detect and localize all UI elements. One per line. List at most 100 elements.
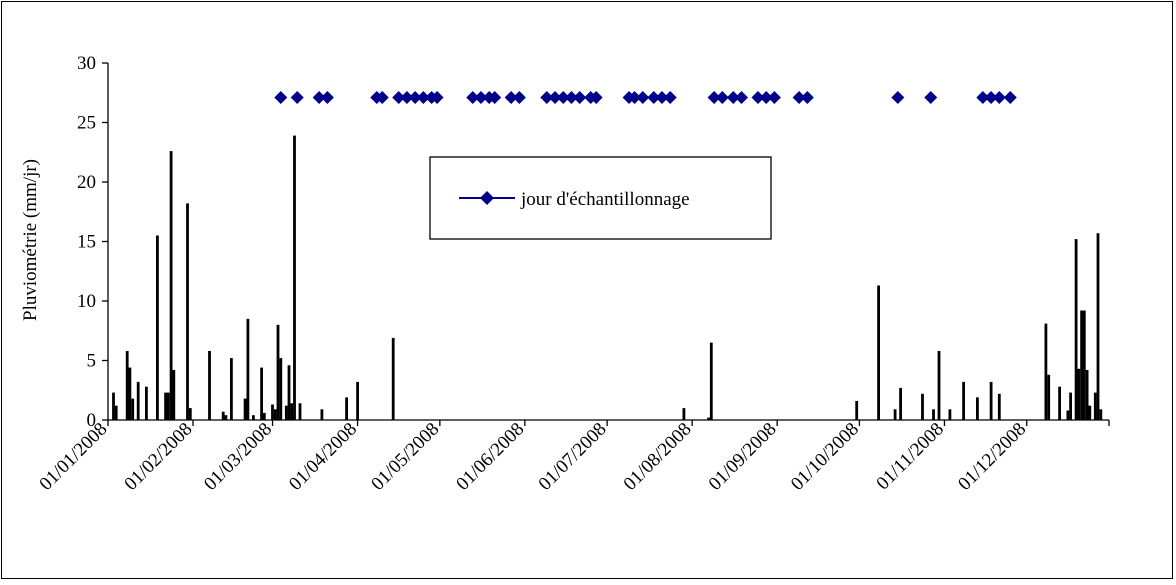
x-tick-label: 01/04/2008 bbox=[285, 419, 361, 495]
sampling-day-marker bbox=[984, 91, 998, 105]
rainfall-bar bbox=[1069, 392, 1072, 420]
rainfall-bar bbox=[252, 415, 255, 420]
rainfall-bar bbox=[391, 337, 395, 420]
sampling-day-marker bbox=[792, 91, 806, 105]
rainfall-bar bbox=[1085, 370, 1089, 420]
x-tick-label: 01/03/2008 bbox=[200, 419, 276, 495]
x-tick-label: 01/02/2008 bbox=[120, 419, 196, 495]
y-tick-label: 20 bbox=[77, 172, 96, 193]
rainfall-bar bbox=[273, 409, 277, 420]
x-tick-label: 01/11/2008 bbox=[872, 419, 948, 495]
rainfall-bar bbox=[855, 401, 859, 420]
sampling-day-markers bbox=[274, 91, 1017, 105]
rainfall-bar bbox=[682, 408, 686, 420]
rainfall-bar bbox=[243, 398, 247, 420]
y-axis-title: Pluviométrie (mm/jr) bbox=[20, 159, 41, 321]
rainfall-bar bbox=[345, 397, 348, 420]
x-tick-label: 01/07/2008 bbox=[535, 419, 611, 495]
sampling-day-marker bbox=[891, 91, 905, 105]
rainfall-bar bbox=[271, 404, 274, 420]
rainfall-bar bbox=[164, 392, 167, 420]
rainfall-bar bbox=[186, 203, 189, 420]
sampling-day-marker bbox=[735, 91, 749, 105]
sampling-day-marker bbox=[1003, 91, 1017, 105]
sampling-day-marker bbox=[751, 91, 765, 105]
rainfall-bar bbox=[136, 381, 140, 420]
sampling-day-marker bbox=[767, 91, 781, 105]
x-tick-label: 01/05/2008 bbox=[367, 419, 443, 495]
rainfall-bar bbox=[989, 381, 993, 420]
rainfall-bar bbox=[156, 235, 159, 420]
sampling-day-marker bbox=[992, 91, 1006, 105]
rainfall-bar bbox=[877, 285, 880, 420]
rainfall-bar bbox=[221, 411, 225, 420]
rainfall-bar bbox=[128, 367, 132, 420]
sampling-day-marker bbox=[474, 91, 488, 105]
rainfall-bar bbox=[976, 397, 979, 420]
rainfall-bar bbox=[962, 381, 965, 420]
sampling-day-marker bbox=[312, 91, 326, 105]
sampling-day-marker bbox=[548, 91, 562, 105]
rainfall-bar bbox=[172, 370, 176, 420]
rainfall-bar bbox=[145, 386, 148, 420]
sampling-day-marker bbox=[400, 91, 414, 105]
rainfall-bar bbox=[260, 367, 263, 420]
sampling-day-marker bbox=[320, 91, 334, 105]
sampling-day-marker bbox=[924, 91, 938, 105]
sampling-day-marker bbox=[726, 91, 740, 105]
sampling-day-marker bbox=[715, 91, 729, 105]
rainfall-bar bbox=[1074, 239, 1078, 420]
rainfall-bar bbox=[1044, 323, 1048, 420]
x-tick-label: 01/09/2008 bbox=[705, 419, 781, 495]
sampling-day-marker bbox=[408, 91, 422, 105]
rainfall-bar bbox=[1096, 233, 1100, 420]
y-tick-label: 25 bbox=[77, 113, 96, 134]
rainfall-bar bbox=[356, 381, 359, 420]
sampling-day-marker bbox=[573, 91, 587, 105]
rainfall-bar bbox=[287, 365, 291, 420]
chart-axes: 0 5 10 15 20 25 30 01/01/2008 01/02/2008 01/03/20… bbox=[35, 53, 1110, 495]
rainfall-bar bbox=[1047, 374, 1051, 420]
sampling-day-marker bbox=[556, 91, 570, 105]
rainfall-bar bbox=[166, 392, 170, 420]
sampling-day-marker bbox=[564, 91, 578, 105]
sampling-day-marker bbox=[375, 91, 389, 105]
y-tick-label: 30 bbox=[77, 53, 96, 74]
rainfall-bar bbox=[937, 351, 941, 420]
rainfall-bars bbox=[112, 135, 1103, 420]
rainfall-bar bbox=[290, 403, 294, 420]
sampling-day-marker bbox=[636, 91, 650, 105]
rainfall-bar bbox=[932, 409, 935, 420]
rainfall-bar bbox=[1088, 405, 1092, 420]
x-tick-label: 01/01/2008 bbox=[35, 419, 111, 495]
rainfall-bar bbox=[707, 417, 710, 420]
rainfall-bar bbox=[131, 398, 135, 420]
x-tick-label: 01/12/2008 bbox=[954, 419, 1030, 495]
sampling-day-marker bbox=[647, 91, 661, 105]
rainfall-bar bbox=[188, 408, 192, 420]
rainfall-bar bbox=[169, 151, 173, 420]
x-tick-label: 01/10/2008 bbox=[787, 419, 863, 495]
rainfall-bar bbox=[1082, 310, 1086, 420]
rainfall-bar bbox=[262, 412, 266, 420]
sampling-day-marker bbox=[759, 91, 773, 105]
rainfall-bar bbox=[224, 415, 228, 420]
rainfall-bar bbox=[1066, 410, 1070, 420]
rainfall-bar bbox=[948, 409, 952, 420]
sampling-day-marker bbox=[466, 91, 480, 105]
sampling-day-marker bbox=[976, 91, 990, 105]
sampling-day-marker bbox=[540, 91, 554, 105]
sampling-day-marker bbox=[504, 91, 518, 105]
x-tick-label: 01/08/2008 bbox=[620, 419, 696, 495]
y-tick-label: 0 bbox=[87, 410, 97, 431]
rainfall-bar bbox=[320, 409, 324, 420]
sampling-day-marker bbox=[392, 91, 406, 105]
sampling-day-marker bbox=[274, 91, 288, 105]
rainfall-bar bbox=[893, 409, 897, 420]
sampling-day-marker bbox=[416, 91, 430, 105]
rainfall-bar bbox=[1058, 386, 1061, 420]
sampling-day-marker bbox=[800, 91, 814, 105]
sampling-day-marker bbox=[512, 91, 526, 105]
